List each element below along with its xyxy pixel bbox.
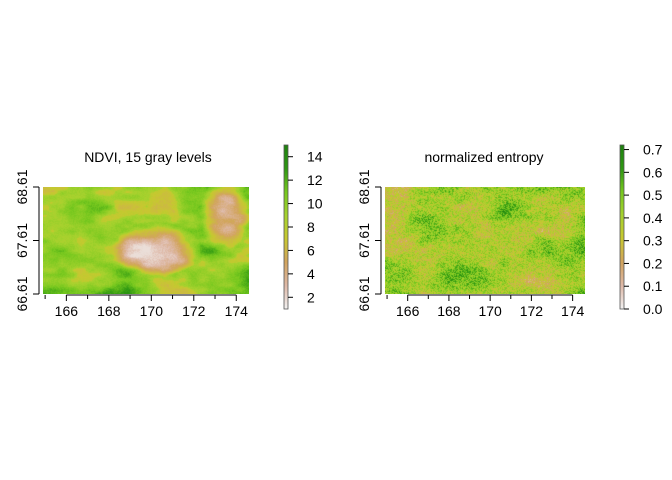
legend-tick-label: 4 [307, 266, 315, 282]
color-legend: 2 4 6 8 10 12 14 [283, 144, 323, 310]
y-tick-label: 67.61 [356, 223, 372, 258]
x-tick-label: 170 [478, 303, 502, 319]
y-axis: 66.61 67.61 68.61 [356, 169, 382, 312]
x-tick-label: 170 [140, 303, 164, 319]
panel-ndvi: NDVI, 15 gray levels 166 168 170 172 174 66.… [14, 144, 323, 319]
x-tick-label: 174 [561, 303, 585, 319]
y-tick-label: 66.61 [356, 276, 372, 311]
legend-tick-label: 0.4 [643, 210, 663, 226]
legend-tick-label: 2 [307, 289, 315, 305]
x-tick-label: 168 [97, 303, 121, 319]
legend-tick-label: 12 [307, 172, 323, 188]
legend-tick-label: 0.1 [643, 278, 663, 294]
legend-tick-label: 8 [307, 219, 315, 235]
x-tick-label: 168 [437, 303, 461, 319]
raster-map [43, 187, 249, 294]
legend-tick-label: 0.3 [643, 233, 663, 249]
legend-tick-label: 6 [307, 242, 315, 258]
raster-map [385, 187, 585, 294]
panel-title: NDVI, 15 gray levels [84, 149, 212, 165]
panel-entropy: normalized entropy 166 168 170 172 174 66.61… [356, 142, 663, 319]
legend-tick-label: 14 [307, 149, 323, 165]
y-tick-label: 67.61 [14, 223, 30, 258]
legend-tick-label: 0.6 [643, 164, 663, 180]
legend-tick-label: 0.2 [643, 255, 663, 271]
x-axis: 166 168 170 172 174 [44, 294, 249, 319]
y-tick-label: 68.61 [356, 169, 372, 204]
y-tick-label: 66.61 [14, 276, 30, 311]
x-axis: 166 168 170 172 174 [386, 294, 585, 319]
x-tick-label: 172 [182, 303, 206, 319]
x-tick-label: 166 [55, 303, 79, 319]
legend-tick-label: 0.7 [643, 142, 663, 158]
x-tick-label: 174 [225, 303, 249, 319]
legend-tick-label: 0.0 [643, 301, 663, 317]
x-tick-label: 166 [396, 303, 420, 319]
legend-tick-label: 10 [307, 196, 323, 212]
y-tick-label: 68.61 [14, 169, 30, 204]
panel-title: normalized entropy [424, 149, 543, 165]
legend-tick-label: 0.5 [643, 187, 663, 203]
color-legend: 0.0 0.1 0.2 0.3 0.4 0.5 0.6 0.7 [619, 142, 663, 317]
y-axis: 66.61 67.61 68.61 [14, 169, 40, 312]
legend-color-bar [619, 144, 625, 310]
x-tick-label: 172 [520, 303, 544, 319]
legend-color-bar [283, 144, 289, 310]
